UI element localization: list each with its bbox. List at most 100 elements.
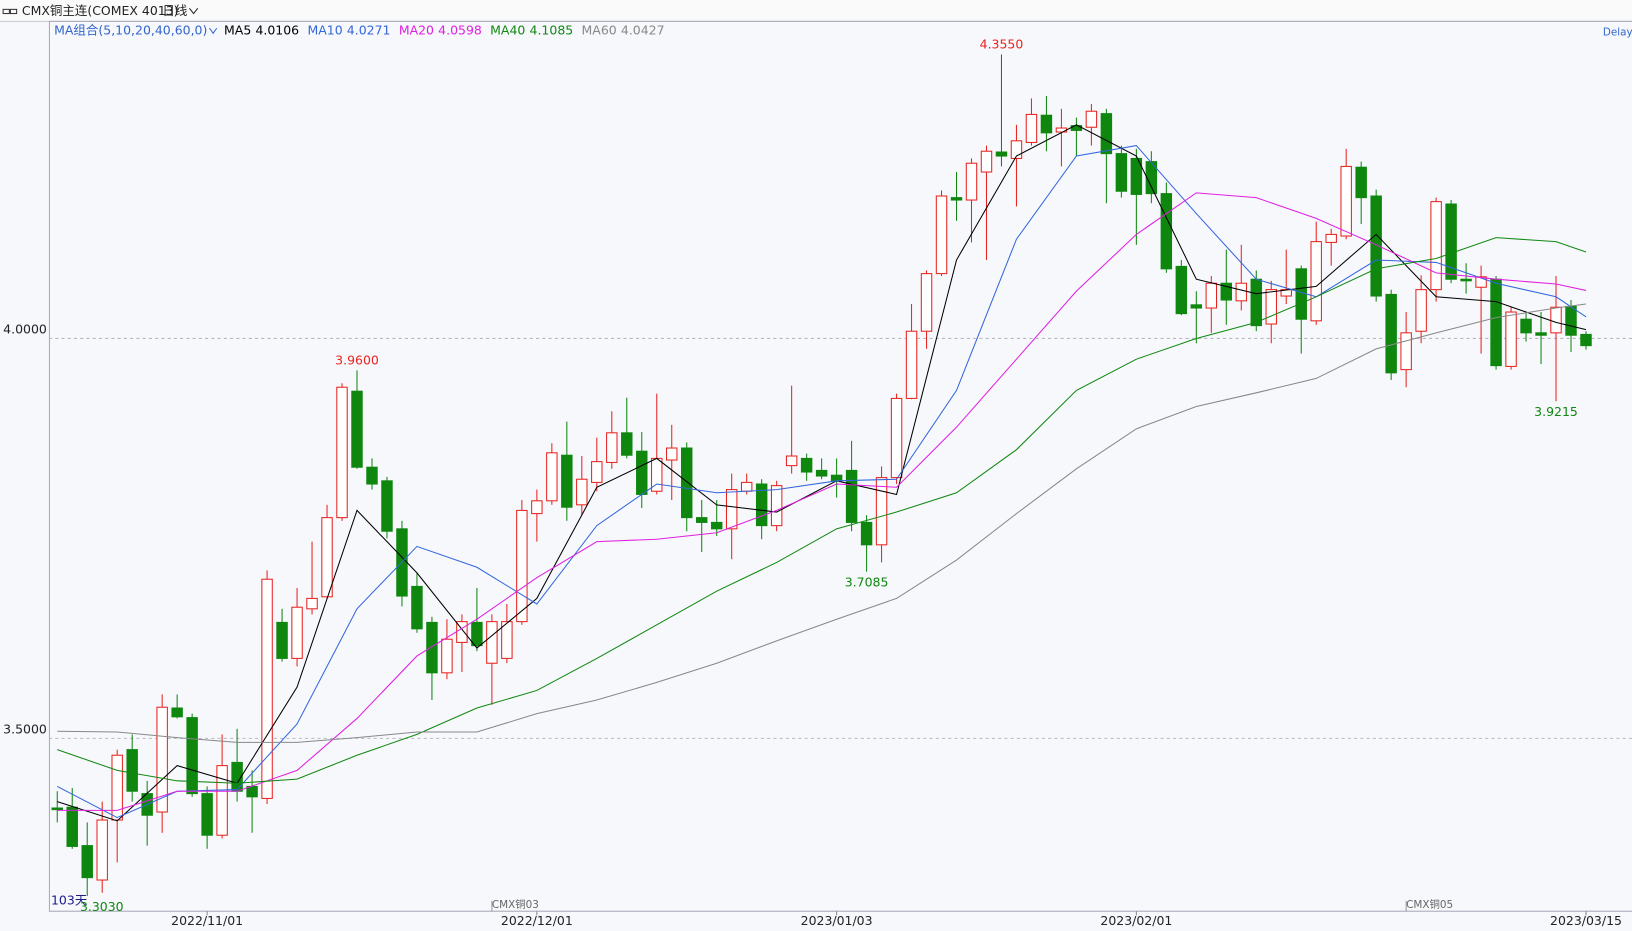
extreme-label: 3.7085 [845, 575, 889, 590]
candle-body [51, 807, 63, 811]
candle-body [1565, 305, 1577, 336]
plot-frame [48, 20, 1632, 912]
candle-body [815, 469, 828, 477]
candle-body [1130, 157, 1143, 195]
candle-body [860, 521, 873, 546]
candle-body [935, 195, 948, 275]
candle-body [755, 483, 768, 527]
candle-body [890, 397, 903, 479]
candle-body [1430, 201, 1442, 291]
indicator-chevron [209, 27, 218, 35]
candle-body [276, 621, 288, 659]
candle-body [800, 457, 813, 473]
period-chevron[interactable] [189, 8, 199, 15]
x-tick-label: 2023/03/15 [1550, 913, 1622, 928]
candle-body [740, 481, 753, 492]
candle-body [1205, 282, 1218, 309]
candle-body [486, 621, 498, 664]
candle-body [1490, 278, 1502, 367]
candle-body [920, 273, 933, 332]
candle-body [830, 474, 843, 482]
legend-name: MA60 [582, 23, 617, 38]
candle-body [1025, 113, 1038, 143]
candle-body [1505, 311, 1517, 367]
extreme-label: 3.3030 [80, 899, 124, 914]
candle-body [845, 469, 858, 523]
legend-value: 4.1085 [530, 23, 574, 38]
candle-body [965, 162, 978, 201]
contract-marker: CMX铜03 [492, 899, 539, 911]
ma-line [57, 192, 1587, 811]
status: Delay [1603, 26, 1632, 38]
candle-body [1355, 166, 1367, 199]
candle-body [875, 477, 888, 546]
candle-body [426, 621, 438, 674]
candle-body [1520, 318, 1532, 334]
candle-body [1475, 276, 1487, 288]
candle-body [905, 330, 918, 399]
candle-body [81, 845, 93, 879]
period[interactable]: 日线 [162, 3, 187, 18]
candle-body [291, 606, 303, 659]
candle-body [950, 197, 963, 201]
candle-body [695, 517, 708, 523]
candle-body [336, 386, 348, 519]
candle-body [516, 509, 528, 623]
candle-body [366, 466, 378, 485]
legend-value: 4.0427 [621, 23, 665, 38]
extreme-label: 3.9215 [1534, 404, 1578, 419]
indicator-label[interactable]: MA组合(5,10,20,40,60,0) [54, 23, 207, 38]
candle-body [531, 500, 543, 515]
candle-body [1250, 278, 1262, 327]
candle-body [725, 489, 738, 530]
extreme-label: 4.3550 [980, 37, 1024, 52]
legend-name: MA5 [224, 23, 251, 38]
y-tick-label: 3.5000 [3, 722, 47, 737]
candle-body [1235, 282, 1248, 302]
x-tick-label: 2022/12/01 [501, 913, 573, 928]
legend-value: 4.0271 [347, 23, 391, 38]
candle-body [201, 793, 213, 836]
candle-body [411, 585, 423, 630]
candle-body [1085, 110, 1098, 128]
candle-body [710, 521, 723, 530]
candle-body [111, 754, 123, 821]
candle-body [246, 785, 258, 798]
candle-body [381, 480, 393, 532]
candle-body [785, 455, 798, 467]
candle-body [156, 706, 168, 813]
candle-body [321, 517, 333, 598]
candle-body [216, 765, 228, 836]
ma-line [57, 145, 1587, 819]
legend-name: MA10 [307, 23, 342, 38]
candle-body [1460, 278, 1472, 282]
candle-body [621, 432, 633, 456]
candle-body [681, 447, 693, 519]
candle-body [1100, 113, 1113, 155]
candle-body [261, 578, 273, 799]
candle-body [1010, 140, 1023, 159]
candle-body [351, 390, 363, 468]
candle-body [1220, 282, 1233, 301]
candle-body [591, 461, 603, 483]
candle-body [1115, 153, 1128, 192]
x-tick-label: 2023/02/01 [1100, 913, 1172, 928]
candle-body [1415, 289, 1427, 332]
candle-body [1400, 332, 1412, 371]
candle-body [171, 707, 183, 718]
candle-body [1385, 293, 1397, 374]
candle-body [1535, 332, 1547, 336]
candle-body [66, 806, 78, 847]
candle-body [1190, 304, 1203, 309]
candle-body [561, 454, 573, 508]
legend-name: MA20 [399, 23, 434, 38]
candle-body [441, 638, 453, 674]
extreme-label: 3.9600 [335, 353, 379, 368]
ma-line [57, 237, 1587, 784]
ma-line [57, 303, 1587, 743]
legend-value: 4.0106 [255, 23, 299, 38]
candle-body [606, 432, 618, 463]
